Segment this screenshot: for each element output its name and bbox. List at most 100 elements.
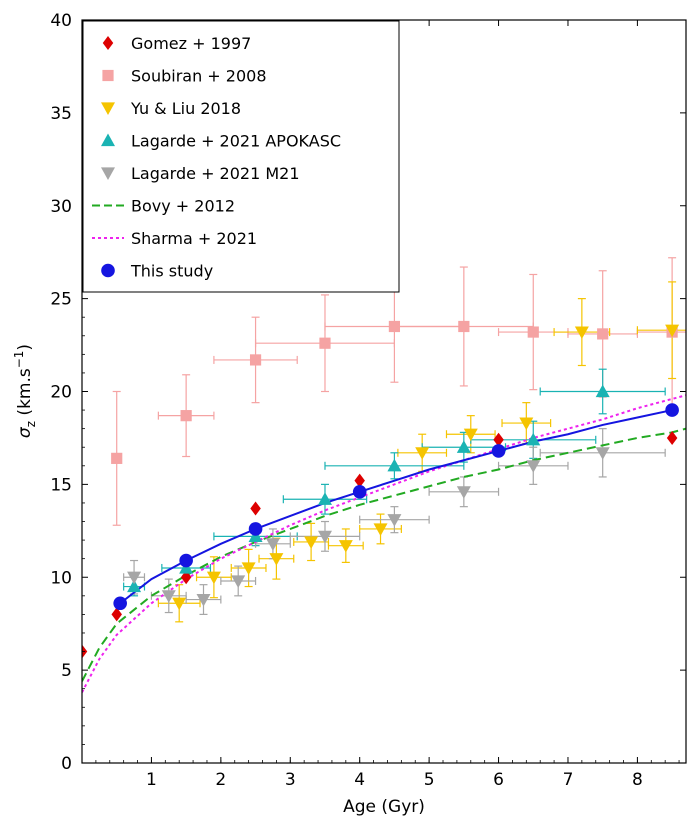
x-tick-label: 6	[493, 770, 504, 790]
data-point	[519, 417, 534, 431]
data-point	[352, 485, 367, 499]
data-point	[319, 337, 331, 349]
x-tick-label: 1	[146, 770, 157, 790]
data-point	[491, 444, 506, 458]
legend-box	[82, 20, 400, 293]
legend-label: Lagarde + 2021 M21	[131, 164, 300, 183]
series-lagarde-2021-m21	[127, 447, 610, 607]
x-axis-label: Age (Gyr)	[343, 797, 425, 817]
series-gomez-1997	[82, 430, 678, 659]
data-point	[179, 553, 193, 568]
x-tick-label: 3	[285, 770, 296, 790]
data-point	[304, 536, 319, 549]
series-lagarde-2021-apokasc	[127, 384, 610, 593]
data-point	[526, 432, 541, 446]
legend-label: Soubiran + 2008	[131, 67, 267, 86]
data-point	[113, 596, 127, 611]
data-point	[231, 575, 246, 588]
y-tick-label: 15	[50, 475, 72, 495]
legend: Gomez + 1997 Soubiran + 2008 Yu & Liu 2018…	[82, 20, 400, 293]
x-tick-label: 2	[215, 770, 226, 790]
data-point	[180, 410, 192, 422]
y-tick-label: 0	[61, 754, 72, 774]
data-point	[373, 523, 388, 536]
data-point	[456, 440, 471, 453]
data-point	[161, 590, 176, 603]
legend-marker	[102, 69, 114, 82]
data-point	[527, 326, 539, 338]
data-point	[269, 553, 284, 566]
series-yu-liu-2018	[172, 324, 680, 611]
data-point	[595, 447, 610, 460]
legend-entry-soubiran-2008: Soubiran + 2008	[102, 67, 267, 86]
data-point	[387, 514, 402, 527]
legend-label: Bovy + 2012	[131, 197, 235, 216]
data-point	[180, 570, 192, 585]
curve-bovy-2012	[82, 427, 686, 682]
y-tick-label: 40	[50, 11, 72, 31]
data-point	[111, 607, 122, 622]
y-tick-label: 25	[50, 290, 72, 310]
legend-entry-this-study: This study	[101, 262, 213, 281]
data-point	[338, 540, 353, 553]
data-point	[249, 354, 262, 366]
axes: 1 2 3 4 5 6 7 8 0 5 10 15 20 25 30 35 40	[50, 11, 687, 790]
data-point	[111, 452, 123, 464]
data-point	[127, 571, 142, 585]
data-point	[206, 571, 221, 585]
y-tick-label: 35	[50, 104, 72, 124]
data-point	[665, 403, 679, 417]
legend-entry-lagarde-2021-apokasc: Lagarde + 2021 APOKASC	[101, 132, 341, 151]
data-point	[387, 458, 402, 472]
y-tick-label: 30	[50, 197, 72, 217]
data-point	[597, 328, 609, 340]
plot-area	[82, 257, 686, 693]
data-point	[388, 320, 401, 333]
data-point	[595, 384, 610, 398]
legend-label: Lagarde + 2021 APOKASC	[131, 132, 341, 151]
y-tick-label: 10	[50, 568, 72, 588]
legend-entry-gomez-1997: Gomez + 1997	[102, 34, 251, 53]
data-point	[265, 538, 280, 551]
legend-label: Sharma + 2021	[131, 229, 257, 248]
legend-label: Gomez + 1997	[131, 34, 251, 53]
curve-this-study-fit	[119, 409, 673, 605]
legend-entry-lagarde-2021-m21: Lagarde + 2021 M21	[101, 164, 300, 183]
y-tick-label: 20	[50, 383, 72, 403]
x-tick-label: 7	[563, 770, 574, 790]
data-point	[248, 522, 263, 536]
legend-marker	[101, 102, 115, 115]
data-point	[458, 320, 470, 333]
data-point	[415, 447, 430, 460]
data-point	[172, 597, 187, 611]
data-point	[317, 492, 332, 505]
y-axis-label: σz (km.s−1)	[12, 344, 38, 438]
data-point	[127, 579, 142, 593]
legend-entry-yu-liu-2018: Yu & Liu 2018	[101, 99, 241, 118]
legend-entry-sharma-2021: Sharma + 2021	[92, 229, 257, 248]
data-point	[526, 460, 541, 473]
data-point	[463, 428, 478, 442]
legend-marker	[101, 167, 115, 180]
data-point	[354, 473, 365, 488]
legend-marker	[101, 263, 115, 278]
data-point	[493, 432, 504, 447]
legend-entry-bovy-2012: Bovy + 2012	[92, 197, 235, 216]
legend-marker	[101, 133, 115, 147]
curve-sharma-2021	[82, 394, 686, 693]
series-this-study	[113, 403, 679, 611]
data-point	[574, 326, 589, 340]
data-point	[241, 562, 256, 575]
y-tick-label: 5	[61, 661, 72, 681]
legend-label: This study	[130, 262, 213, 281]
data-point	[456, 486, 471, 499]
x-tick-label: 8	[632, 770, 643, 790]
data-point	[250, 501, 261, 516]
legend-label: Yu & Liu 2018	[130, 99, 241, 118]
legend-marker	[102, 36, 114, 50]
x-tick-label: 5	[424, 770, 435, 790]
x-tick-label: 4	[354, 770, 365, 790]
data-point	[317, 530, 332, 544]
data-point	[665, 324, 680, 338]
